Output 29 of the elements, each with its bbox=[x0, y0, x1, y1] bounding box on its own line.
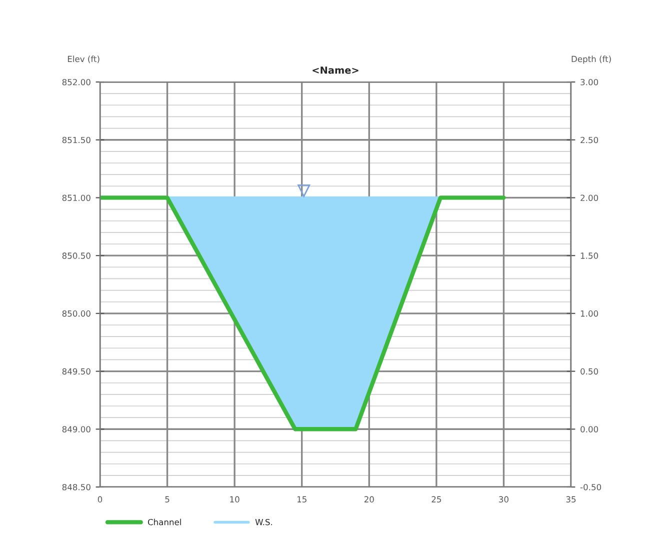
y-tick-label: 849.00 bbox=[62, 426, 90, 432]
y-tick-label: 851.50 bbox=[62, 136, 90, 144]
x-tick-label: 10 bbox=[230, 496, 240, 502]
y-tick-label: 848.50 bbox=[62, 484, 90, 490]
legend-label: W.S. bbox=[255, 518, 272, 526]
y2-tick-label: 0.50 bbox=[580, 368, 598, 375]
y2-axis-title: Depth (ft) bbox=[572, 56, 611, 64]
y-tick-label: 850.50 bbox=[62, 252, 90, 259]
y-tick-label: 852.00 bbox=[62, 78, 90, 86]
x-tick-label: 35 bbox=[566, 496, 576, 502]
x-tick-label: 25 bbox=[432, 496, 442, 502]
y2-tick-label: 1.50 bbox=[580, 252, 598, 259]
y-tick-label: 851.00 bbox=[62, 194, 90, 201]
y-tick-label: 849.50 bbox=[62, 368, 90, 375]
legend-label: Channel bbox=[148, 518, 181, 526]
y-axis-title: Elev (ft) bbox=[68, 56, 100, 64]
chart-title: <Name> bbox=[312, 66, 358, 74]
x-tick-label: 5 bbox=[165, 496, 170, 502]
y2-tick-label: 1.00 bbox=[580, 310, 598, 317]
x-tick-label: 15 bbox=[297, 496, 306, 502]
y2-tick-label: 0.00 bbox=[580, 426, 598, 432]
y2-tick-label: 3.00 bbox=[580, 78, 598, 86]
x-tick-label: 20 bbox=[364, 496, 374, 502]
x-tick-label: 0 bbox=[98, 496, 102, 502]
y2-tick-label: 2.00 bbox=[580, 194, 598, 201]
x-tick-label: 30 bbox=[499, 496, 508, 502]
y2-tick-label: 2.50 bbox=[580, 136, 598, 144]
y2-tick-label: -0.50 bbox=[580, 484, 602, 490]
y-tick-label: 850.00 bbox=[62, 310, 90, 317]
